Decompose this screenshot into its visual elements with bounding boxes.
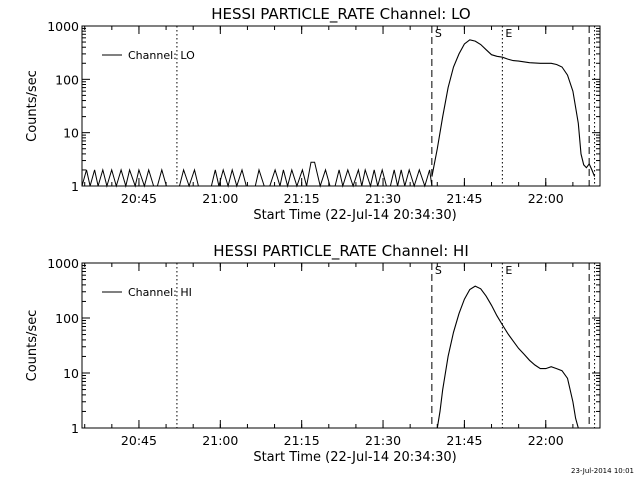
panel-2-x-tick-label: 20:45	[121, 433, 157, 448]
panel-2-x-tick-label: 21:15	[284, 433, 320, 448]
panel-1-x-tick-label: 21:30	[365, 191, 401, 206]
panel-2-y-tick-label: 1	[71, 421, 79, 436]
panel-2-x-tick-label: 21:30	[365, 433, 401, 448]
panel-1-x-tick-label: 22:00	[528, 191, 564, 206]
panel-1-y-axis-label: Counts/sec	[25, 70, 40, 142]
panel-1-series-line	[431, 39, 596, 177]
panel-1-series-background-line	[81, 161, 433, 188]
panel-1-y-tick-label: 1000	[47, 19, 79, 34]
panel-1-time-marker-label: E	[505, 27, 512, 40]
panel-2-series-line	[436, 285, 579, 429]
panel-2-y-tick-label: 100	[55, 311, 79, 326]
panel-1-time-marker-label: S	[435, 27, 442, 40]
panel-2-x-tick-label: 21:45	[446, 433, 482, 448]
panel-1-x-tick-label: 21:45	[446, 191, 482, 206]
panel-2-chart-title: HESSI PARTICLE_RATE Channel: HI	[213, 242, 469, 261]
panel-1-plot-frame	[81, 25, 601, 187]
panel-1-y-tick-label: 10	[63, 126, 79, 141]
panel-1-x-tick-label: 21:00	[202, 191, 238, 206]
panel-1-y-tick-label: 1	[71, 179, 79, 194]
panel-2-time-marker-label: S	[435, 264, 442, 277]
panel-1-x-tick-label: 21:15	[284, 191, 320, 206]
panel-1-legend-label: Channel: LO	[128, 49, 195, 62]
panel-2-legend-label: Channel: HI	[128, 286, 192, 299]
panel-2-y-tick-label: 1000	[47, 256, 79, 271]
panel-2-time-marker-label: E	[505, 264, 512, 277]
panel-2-x-axis-label: Start Time (22-Jul-14 20:34:30)	[253, 450, 456, 465]
panel-2-x-tick-label: 21:00	[202, 433, 238, 448]
panel-1-chart-title: HESSI PARTICLE_RATE Channel: LO	[211, 5, 470, 24]
panel-1-y-tick-label: 100	[55, 72, 79, 87]
panel-2-x-tick-label: 22:00	[528, 433, 564, 448]
panel-2-plot-frame	[81, 262, 601, 429]
panel-1-x-axis-label: Start Time (22-Jul-14 20:34:30)	[253, 208, 456, 223]
panel-1-x-tick-label: 20:45	[121, 191, 157, 206]
panel-2-y-axis-label: Counts/sec	[25, 310, 40, 382]
timestamp: 23-Jul-2014 10:01	[570, 467, 634, 475]
panel-2-y-tick-label: 10	[63, 366, 79, 381]
